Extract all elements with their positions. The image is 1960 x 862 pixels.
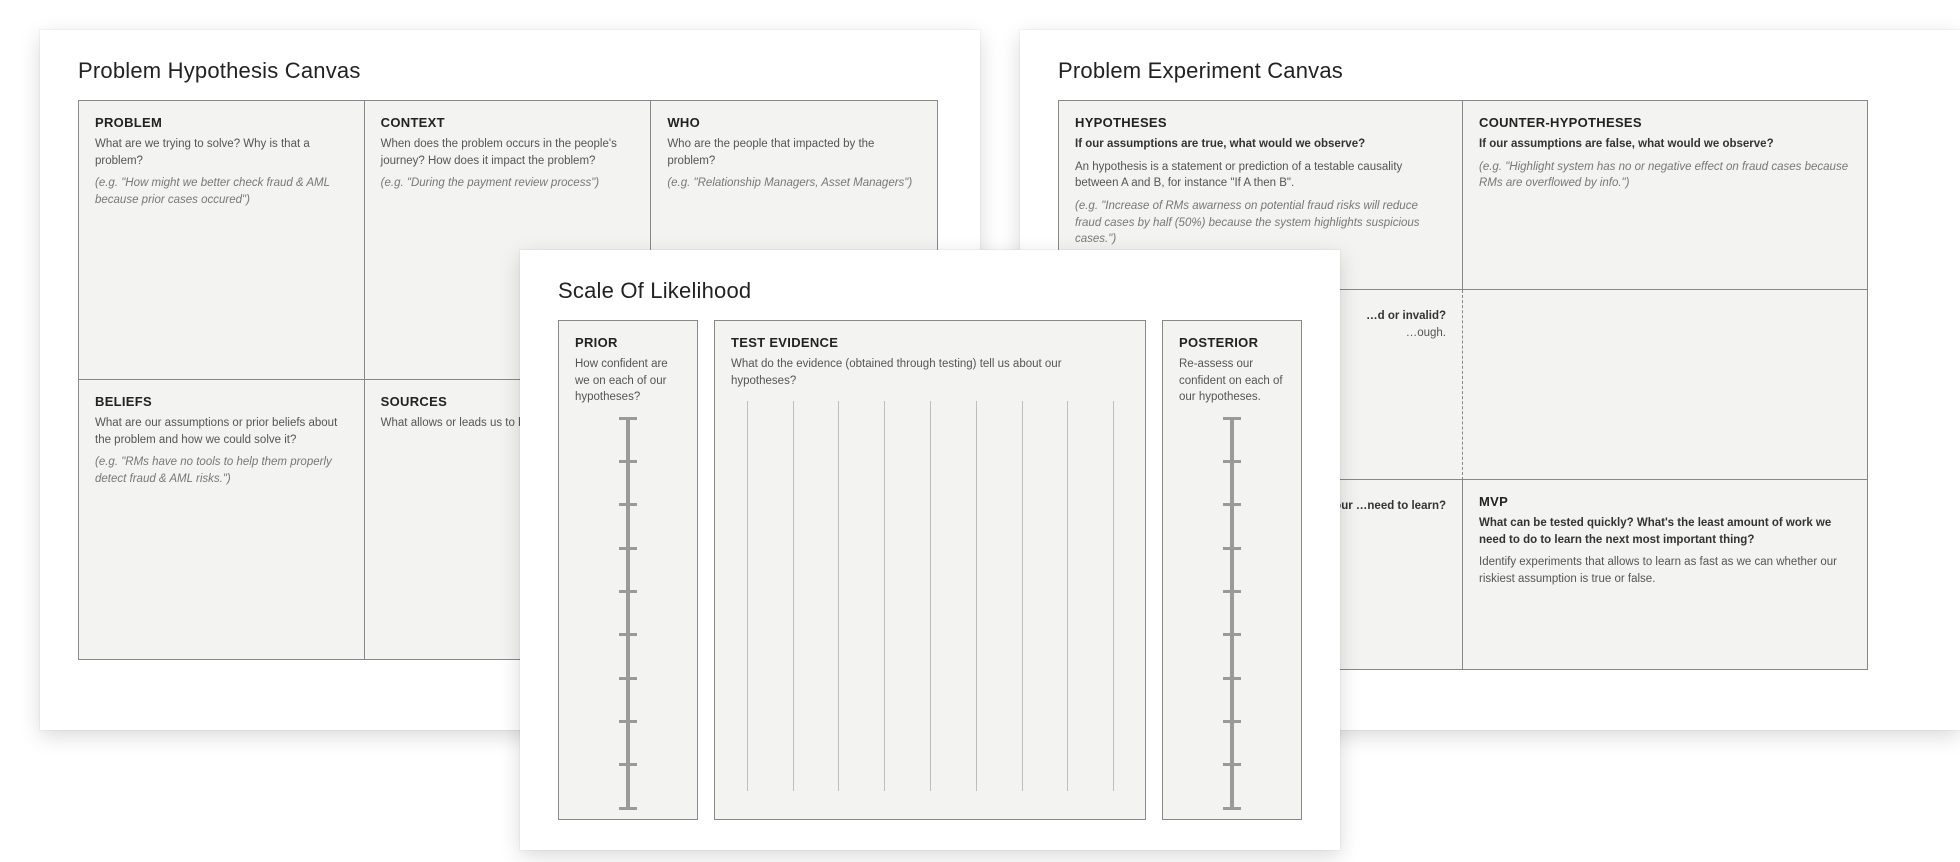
cell-counter-heading: COUNTER-HYPOTHESES <box>1479 115 1851 130</box>
cell-mvp-desc-bold: What can be tested quickly? What's the l… <box>1479 515 1851 548</box>
cell-who-example: (e.g. "Relationship Managers, Asset Mana… <box>667 175 921 192</box>
cell-context-example: (e.g. "During the payment review process… <box>381 175 635 192</box>
cell-beliefs: BELIEFS What are our assumptions or prio… <box>78 380 365 660</box>
evidence-vline <box>976 401 977 791</box>
cell-evidence-desc: What do the evidence (obtained through t… <box>731 356 1129 389</box>
ruler-tick <box>619 417 637 420</box>
ruler-tick <box>1223 503 1241 506</box>
cell-context-desc: When does the problem occurs in the peop… <box>381 136 635 169</box>
ruler-tick <box>1223 460 1241 463</box>
cell-prior: PRIOR How confident are we on each of ou… <box>558 320 698 820</box>
evidence-vline <box>838 401 839 791</box>
ruler-tick <box>619 807 637 810</box>
evidence-vline <box>793 401 794 791</box>
experiment-canvas-title: Problem Experiment Canvas <box>1058 58 1922 84</box>
hypothesis-canvas-title: Problem Hypothesis Canvas <box>78 58 942 84</box>
evidence-vline <box>747 401 748 791</box>
stage: Problem Hypothesis Canvas PROBLEM What a… <box>0 0 1960 862</box>
posterior-ruler <box>1230 418 1234 808</box>
evidence-vline <box>884 401 885 791</box>
cell-prior-desc: How confident are we on each of our hypo… <box>575 356 681 406</box>
ruler-tick <box>619 460 637 463</box>
ruler-tick <box>619 720 637 723</box>
cell-beliefs-example: (e.g. "RMs have no tools to help them pr… <box>95 454 348 487</box>
cell-posterior-heading: POSTERIOR <box>1179 335 1285 350</box>
ruler-tick <box>1223 677 1241 680</box>
cell-problem-desc: What are we trying to solve? Why is that… <box>95 136 348 169</box>
ruler-tick <box>619 590 637 593</box>
evidence-vline <box>1022 401 1023 791</box>
cell-mvp: MVP What can be tested quickly? What's t… <box>1463 480 1868 670</box>
cell-posterior: POSTERIOR Re-assess our confident on eac… <box>1162 320 1302 820</box>
cell-who-heading: WHO <box>667 115 921 130</box>
cell-prior-heading: PRIOR <box>575 335 681 350</box>
cell-problem: PROBLEM What are we trying to solve? Why… <box>78 100 365 380</box>
cell-mvp-heading: MVP <box>1479 494 1851 509</box>
ruler-tick <box>619 677 637 680</box>
cell-counter-desc-bold: If our assumptions are false, what would… <box>1479 136 1851 153</box>
cell-problem-example: (e.g. "How might we better check fraud &… <box>95 175 348 208</box>
cell-beliefs-heading: BELIEFS <box>95 394 348 409</box>
cell-hypotheses-desc-bold: If our assumptions are true, what would … <box>1075 136 1446 153</box>
ruler-tick <box>1223 590 1241 593</box>
scale-canvas-sheet: Scale Of Likelihood PRIOR How confident … <box>520 250 1340 850</box>
ruler-tick <box>1223 633 1241 636</box>
cell-evidence-heading: TEST EVIDENCE <box>731 335 1129 350</box>
ruler-tick <box>619 503 637 506</box>
cell-posterior-desc: Re-assess our confident on each of our h… <box>1179 356 1285 406</box>
ruler-tick <box>1223 720 1241 723</box>
cell-hypotheses-desc: An hypothesis is a statement or predicti… <box>1075 159 1446 192</box>
evidence-vline <box>930 401 931 791</box>
cell-who-desc: Who are the people that impacted by the … <box>667 136 921 169</box>
cell-counter-example: (e.g. "Highlight system has no or negati… <box>1479 159 1851 192</box>
cell-evidence: TEST EVIDENCE What do the evidence (obta… <box>714 320 1146 820</box>
scale-canvas-title: Scale Of Likelihood <box>558 278 1302 304</box>
ruler-tick <box>619 763 637 766</box>
cell-mvp-desc: Identify experiments that allows to lear… <box>1479 554 1851 587</box>
ruler-tick <box>1223 763 1241 766</box>
ruler-tick <box>619 633 637 636</box>
cell-hypotheses-example: (e.g. "Increase of RMs awarness on poten… <box>1075 198 1446 248</box>
cell-context-heading: CONTEXT <box>381 115 635 130</box>
cell-problem-heading: PROBLEM <box>95 115 348 130</box>
ruler-tick <box>1223 807 1241 810</box>
prior-ruler <box>626 418 630 808</box>
ruler-tick <box>1223 417 1241 420</box>
evidence-vline <box>1113 401 1114 791</box>
ruler-tick <box>1223 547 1241 550</box>
scale-row: PRIOR How confident are we on each of ou… <box>558 320 1302 820</box>
evidence-lines <box>731 401 1129 791</box>
cell-counter-hypotheses: COUNTER-HYPOTHESES If our assumptions ar… <box>1463 100 1868 290</box>
cell-beliefs-desc: What are our assumptions or prior belief… <box>95 415 348 448</box>
ruler-tick <box>619 547 637 550</box>
cell-criteria-right <box>1463 290 1868 480</box>
cell-hypotheses-heading: HYPOTHESES <box>1075 115 1446 130</box>
evidence-vline <box>1067 401 1068 791</box>
